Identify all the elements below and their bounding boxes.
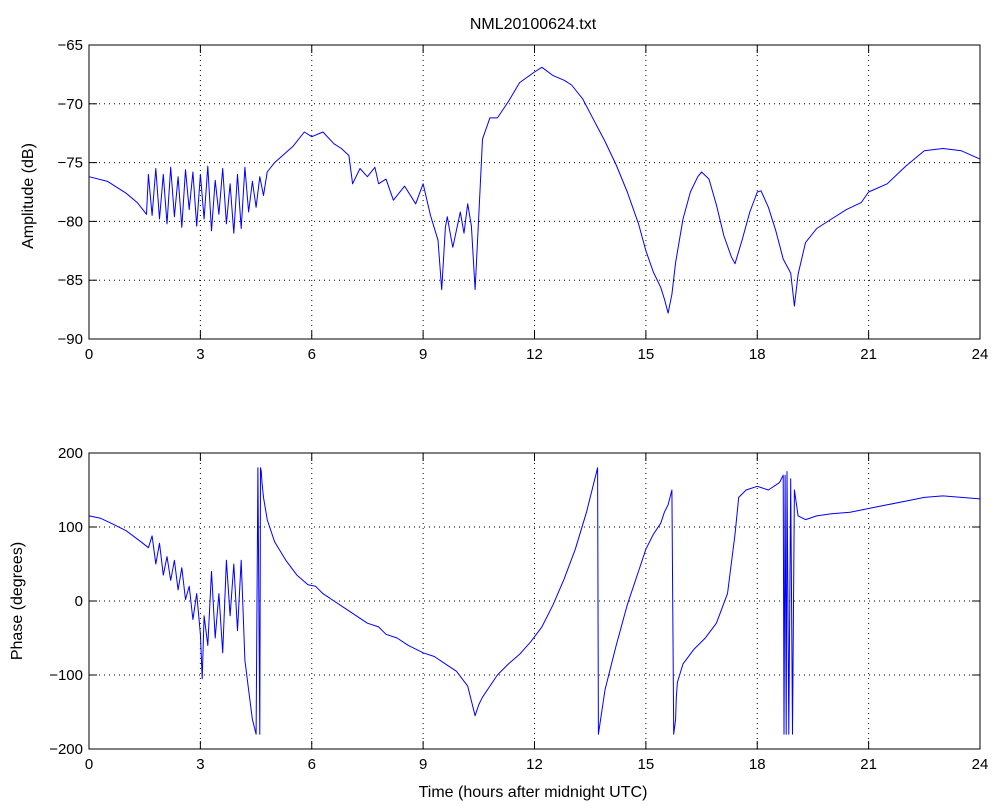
x-tick-label: 18	[749, 346, 766, 363]
y-tick-label: 0	[75, 593, 83, 610]
phase-series	[88, 467, 981, 735]
y-tick-label: −100	[49, 667, 83, 684]
x-tick-label: 24	[972, 346, 989, 363]
y-tick-label: −75	[58, 155, 83, 172]
x-tick-label: 3	[196, 346, 204, 363]
phase-y-axis-label: Phase (degrees)	[9, 542, 26, 660]
y-tick-label: 200	[58, 445, 83, 462]
y-tick-label: 100	[58, 519, 83, 536]
x-tick-label: 6	[308, 346, 316, 363]
x-tick-label: 6	[308, 756, 316, 773]
x-tick-label: 9	[419, 756, 427, 773]
x-tick-label: 12	[526, 346, 543, 363]
x-tick-label: 12	[526, 756, 543, 773]
y-tick-label: −200	[49, 741, 83, 758]
amplitude-x-ticks: 0 3 6 9 12 15 18 21 24	[85, 45, 989, 363]
x-tick-label: 9	[419, 346, 427, 363]
x-tick-label: 3	[196, 756, 204, 773]
x-tick-label: 0	[85, 756, 93, 773]
y-tick-label: −70	[58, 96, 83, 113]
phase-x-ticks: 0 3 6 9 12 15 18 21 24	[85, 453, 989, 773]
phase-y-ticks: 200 100 0 −100 −200	[49, 445, 980, 758]
y-tick-label: −80	[58, 213, 83, 230]
x-tick-label: 24	[972, 756, 989, 773]
y-tick-label: −65	[58, 37, 83, 54]
x-tick-label: 21	[860, 756, 877, 773]
amplitude-panel: NML20100624.txt 0 3 6 9 12 15 18 21 24 −65 −70 −75…	[20, 16, 988, 363]
phase-grid	[89, 453, 980, 749]
phase-panel: 0 3 6 9 12 15 18 21 24 200 100 0 −100 −200 Phase (de…	[9, 445, 988, 801]
chart-title: NML20100624.txt	[470, 16, 597, 33]
x-tick-label: 15	[638, 756, 655, 773]
amplitude-y-axis-label: Amplitude (dB)	[20, 143, 37, 249]
y-tick-label: −90	[58, 331, 83, 348]
x-axis-label: Time (hours after midnight UTC)	[419, 784, 648, 801]
series-line	[88, 66, 981, 314]
x-tick-label: 0	[85, 346, 93, 363]
x-tick-label: 15	[638, 346, 655, 363]
amplitude-y-ticks: −65 −70 −75 −80 −85 −90	[58, 37, 980, 348]
x-tick-label: 21	[860, 346, 877, 363]
series-line	[88, 467, 981, 735]
amplitude-grid	[89, 45, 980, 339]
x-tick-label: 18	[749, 756, 766, 773]
y-tick-label: −85	[58, 272, 83, 289]
amplitude-series	[88, 66, 981, 314]
